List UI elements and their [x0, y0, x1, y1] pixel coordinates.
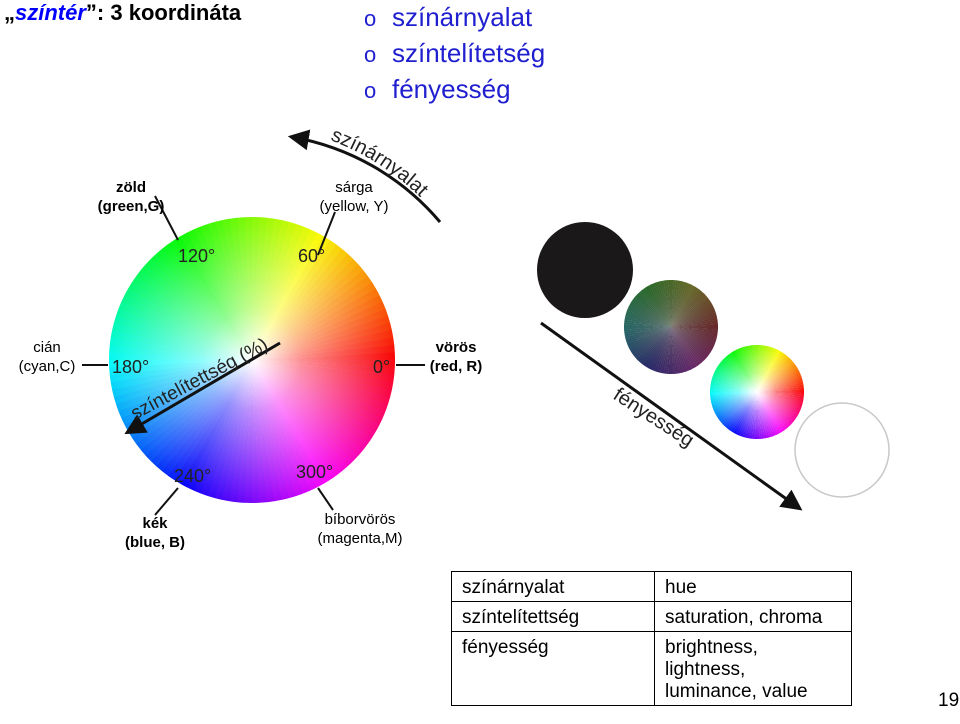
title-quote-open: „ — [4, 0, 15, 25]
brightness-circle-full — [709, 344, 805, 440]
table-cell-hu: színárnyalat — [451, 571, 655, 602]
slide-title: „színtér”: 3 koordináta — [4, 0, 241, 26]
brightness-arrow — [540, 321, 803, 511]
page-number: 19 — [938, 690, 960, 711]
degree-180-label: 180° — [112, 357, 149, 377]
degree-60-label: 60° — [298, 246, 325, 266]
color-sub: (red, R) — [430, 358, 483, 375]
brightness-circle-dark — [623, 279, 719, 375]
color-sub: (blue, B) — [125, 534, 185, 551]
color-sub: (cyan,C) — [19, 358, 76, 375]
bullet-text: színtelítetség — [392, 38, 546, 68]
bullet-marker: o — [364, 42, 377, 67]
color-name: zöld — [116, 179, 146, 196]
table-cell-hu: fényesség — [451, 631, 655, 706]
table-cell-en: brightness, lightness, luminance, value — [654, 631, 852, 706]
color-label-magenta: bíborvörös (magenta,M) — [317, 511, 402, 547]
tick-magenta — [317, 487, 334, 511]
mid-wheel-center — [710, 345, 804, 439]
title-highlight: színtér — [15, 0, 86, 25]
tick-yellow — [317, 211, 336, 256]
color-label-red: vörös (red, R) — [430, 339, 483, 375]
color-sub: (magenta,M) — [317, 530, 402, 547]
color-label-green: zöld (green,G) — [98, 179, 165, 215]
table-row: színárnyalat hue — [451, 571, 852, 602]
en-line: hue — [665, 577, 697, 598]
bullet-item: o színtelítetség — [364, 36, 545, 72]
bullet-text: színárnyalat — [392, 2, 533, 32]
color-sub: (green,G) — [98, 198, 165, 215]
color-label-yellow: sárga (yellow, Y) — [320, 179, 389, 215]
saturation-arrow — [124, 341, 281, 435]
color-name: bíborvörös — [325, 511, 396, 528]
bullet-list: o színárnyalat o színtelítetség o fényesség — [364, 0, 545, 108]
degree-300-label: 300° — [296, 462, 333, 482]
brightness-circle-black — [537, 222, 633, 318]
en-line: luminance, value — [665, 681, 808, 702]
color-name: cián — [33, 339, 61, 356]
color-name: kék — [142, 515, 168, 532]
bullet-text: fényesség — [392, 74, 511, 104]
degree-0-label: 0° — [373, 357, 390, 377]
bullet-marker: o — [364, 6, 377, 31]
degree-120-label: 120° — [178, 246, 215, 266]
table-cell-en: hue — [654, 571, 852, 602]
hue-arrow — [287, 129, 442, 223]
title-rest: : 3 koordináta — [96, 0, 242, 25]
table-row: fényesség brightness, lightness, luminan… — [451, 631, 852, 706]
table-cell-en: saturation, chroma — [654, 601, 852, 632]
brightness-label: fényesség — [609, 384, 697, 452]
table-row: színtelítettség saturation, chroma — [451, 601, 852, 632]
bullet-item: o színárnyalat — [364, 0, 545, 36]
brightness-series — [537, 222, 890, 498]
dark-wheel-center — [624, 280, 718, 374]
en-line: saturation, chroma — [665, 607, 823, 628]
en-line: brightness, — [665, 637, 758, 658]
bullet-item: o fényesség — [364, 72, 545, 108]
color-sub: (yellow, Y) — [320, 198, 389, 215]
bullet-marker: o — [364, 78, 377, 103]
color-name: sárga — [335, 179, 373, 196]
terminology-table: színárnyalat hue színtelítettség saturat… — [451, 571, 852, 706]
degree-240-label: 240° — [174, 466, 211, 486]
tick-green — [154, 195, 179, 241]
table-cell-hu: színtelítettség — [451, 601, 655, 632]
en-line: lightness, — [665, 659, 746, 680]
tick-blue — [154, 487, 179, 516]
color-label-blue: kék (blue, B) — [125, 515, 185, 551]
color-label-cyan: cián (cyan,C) — [19, 339, 76, 375]
brightness-circle-white — [794, 402, 890, 498]
title-quote-close: ” — [85, 0, 97, 25]
color-name: vörös — [436, 339, 477, 356]
